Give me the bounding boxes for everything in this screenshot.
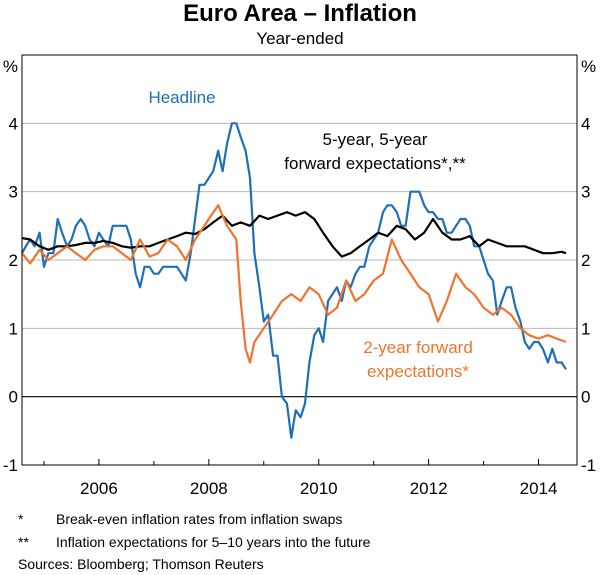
footnote-1: * Break-even inflation rates from inflat… [18, 510, 578, 528]
y-tick-label-right: -1 [581, 456, 596, 475]
footnote-2: ** Inflation expectations for 5–10 years… [18, 533, 578, 551]
series-label-2: 2-year forward [363, 338, 473, 357]
y-tick-label-left: 0 [9, 388, 18, 407]
series-line-1 [21, 211, 567, 258]
y-tick-label-right: 1 [581, 319, 590, 338]
series-label-1: forward expectations*,** [284, 154, 466, 173]
series-line-0 [21, 122, 567, 439]
series-label-0: Headline [148, 88, 215, 107]
y-tick-label-right: 2 [581, 251, 590, 270]
chart-subtitle: Year-ended [256, 29, 344, 48]
footnote-sources: Sources: Bloomberg; Thomson Reuters [18, 555, 578, 573]
y-tick-label-right: 3 [581, 183, 590, 202]
y-tick-label-left: 2 [9, 251, 18, 270]
y-unit-right: % [581, 57, 596, 76]
sources-text: Sources: Bloomberg; Thomson Reuters [18, 556, 264, 572]
y-tick-label-right: 0 [581, 388, 590, 407]
y-tick-label-left: 3 [9, 183, 18, 202]
x-tick-label: 2008 [190, 479, 228, 498]
series-label-1: 5-year, 5-year [323, 130, 428, 149]
footnote-1-mark: * [18, 511, 24, 527]
footnote-2-text: Inflation expectations for 5–10 years in… [56, 534, 371, 550]
x-tick-label: 2012 [410, 479, 448, 498]
x-tick-label: 2006 [80, 479, 118, 498]
chart-title: Euro Area – Inflation [183, 0, 417, 27]
inflation-chart: -1 -1 0 0 1 1 2 2 3 3 4 4% % 2006 2008 2010 2012 2014 Head… [3, 54, 596, 498]
footnote-2-mark: ** [18, 534, 29, 550]
y-unit-left: % [3, 57, 18, 76]
plot-frame [21, 54, 578, 466]
y-tick-label-left: 4 [9, 114, 18, 133]
x-tick-label: 2010 [300, 479, 338, 498]
series-label-2: expectations* [367, 362, 469, 381]
x-tick-label: 2014 [520, 479, 558, 498]
series-line-2 [21, 204, 567, 364]
y-tick-label-left: -1 [3, 456, 18, 475]
y-tick-label-left: 1 [9, 319, 18, 338]
y-tick-label-right: 4 [581, 114, 590, 133]
footnote-1-text: Break-even inflation rates from inflatio… [56, 511, 343, 527]
